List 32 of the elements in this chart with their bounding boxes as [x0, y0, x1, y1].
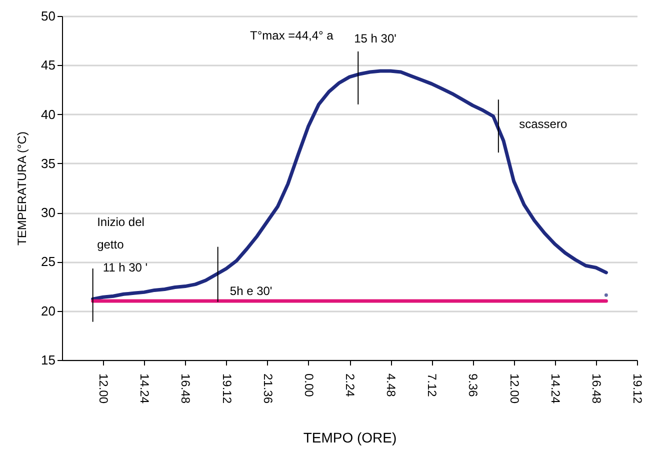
annotation: 15 h 30' [354, 31, 396, 46]
y-tick-label: 25 [41, 254, 56, 270]
y-tick-label: 40 [41, 106, 56, 122]
y-tick-label: 45 [41, 58, 56, 73]
x-tick-label: 19.12 [220, 374, 234, 404]
x-tick-label: 14.24 [138, 374, 152, 404]
annotation: T°max =44,4° a [250, 28, 334, 43]
y-tick-label: 30 [41, 205, 56, 220]
x-tick-label: 4.48 [384, 374, 398, 398]
x-tick-label: 0.00 [302, 374, 316, 398]
y-tick-label: 15 [41, 352, 56, 368]
annotation: 11 h 30 ' [102, 260, 148, 275]
x-tick-label: 2.24 [343, 374, 357, 398]
line-series [91, 69, 608, 301]
annotation: getto [97, 238, 124, 252]
annotation: 5h e 30' [230, 284, 272, 298]
annotation: Inizio del [97, 215, 144, 230]
x-tick-label: 7.12 [425, 374, 440, 398]
x-tick-label: 14.24 [548, 374, 562, 404]
annotation: scassero [519, 117, 568, 132]
x-tick-label: 19.12 [630, 374, 644, 404]
x-tick-label: 16.48 [589, 374, 604, 404]
x-axis-title: TEMPO (ORE) [303, 430, 397, 446]
y-axis-title: TEMPERATURA (°C) [15, 132, 30, 246]
x-tick-label: 16.48 [178, 374, 193, 404]
x-tick-label: 12.00 [507, 374, 522, 404]
x-tick-label: 21.36 [260, 374, 275, 404]
x-tick-label: 12.00 [96, 374, 111, 404]
y-tick-label: 35 [41, 156, 56, 171]
y-tick-label: 20 [41, 303, 56, 318]
x-tick-label: 9.36 [466, 374, 480, 398]
y-tick-label: 50 [41, 8, 56, 24]
